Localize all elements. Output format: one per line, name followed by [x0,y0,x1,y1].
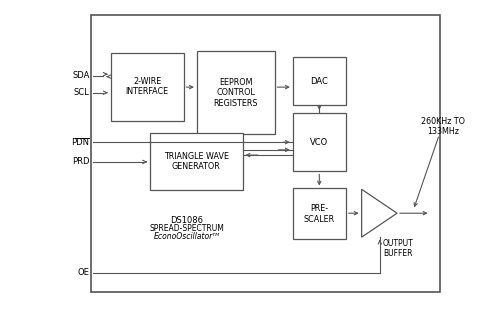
Text: SPREAD-SPECTRUM: SPREAD-SPECTRUM [150,223,224,233]
Text: VCO: VCO [310,138,329,147]
FancyBboxPatch shape [111,53,184,121]
Text: SCL: SCL [74,88,90,97]
FancyBboxPatch shape [293,113,346,171]
Text: EEPROM
CONTROL
REGISTERS: EEPROM CONTROL REGISTERS [214,78,258,108]
FancyBboxPatch shape [293,188,346,239]
Text: PDN: PDN [71,138,90,147]
FancyBboxPatch shape [150,133,243,190]
Text: DAC: DAC [310,77,328,86]
Text: OE: OE [78,268,90,277]
FancyBboxPatch shape [293,57,346,105]
FancyBboxPatch shape [197,51,275,134]
Text: DS1086: DS1086 [170,215,204,225]
Text: PRD: PRD [72,157,90,167]
Text: SDA: SDA [72,71,90,80]
Text: 260KHz TO
133MHz: 260KHz TO 133MHz [421,117,465,136]
Text: 2-WIRE
INTERFACE: 2-WIRE INTERFACE [125,77,169,96]
Text: OUTPUT
BUFFER: OUTPUT BUFFER [383,239,413,258]
Text: EconoOscillatorᵀᴹ: EconoOscillatorᵀᴹ [154,232,220,241]
Text: TRIANGLE WAVE
GENERATOR: TRIANGLE WAVE GENERATOR [164,152,229,171]
Text: PRE-
SCALER: PRE- SCALER [304,204,335,224]
